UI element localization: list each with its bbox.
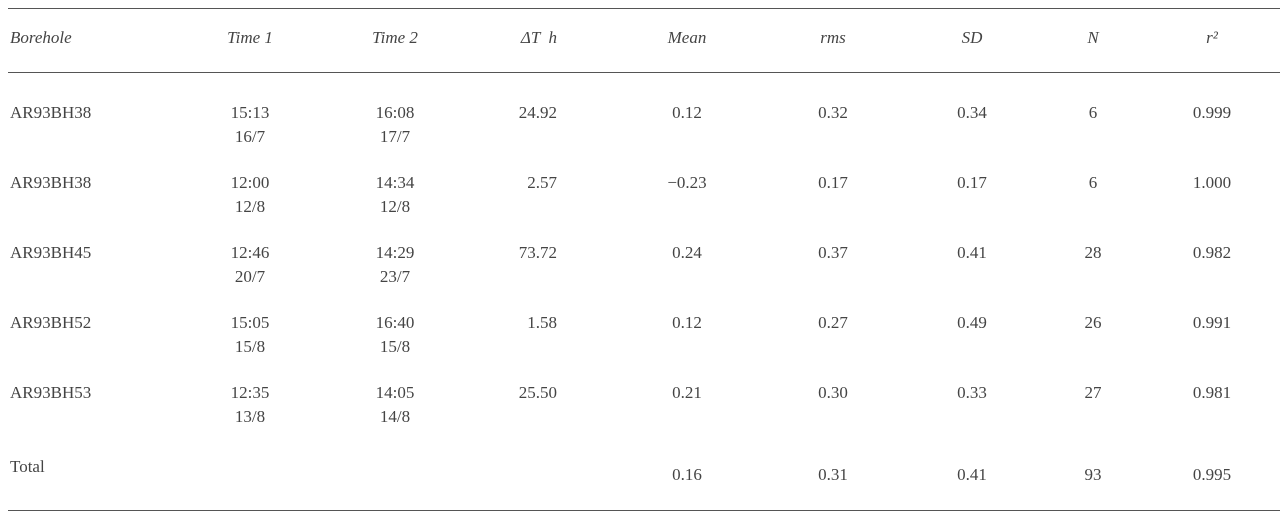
n-cell: 6 — [1088, 103, 1098, 122]
time-cell: 20/7 — [234, 267, 266, 286]
column-header: Borehole — [10, 28, 72, 47]
dt-cell: 24.92 — [518, 103, 557, 122]
sd-cell: 0.34 — [957, 103, 987, 122]
sd-cell: 0.33 — [957, 383, 987, 402]
dt-cell: 73.72 — [518, 243, 557, 262]
time-cell: 15:05 — [230, 313, 270, 332]
column-header: Time 2 — [372, 28, 418, 47]
r2-cell: 1.000 — [1192, 173, 1232, 192]
sd-cell: 0.49 — [957, 313, 987, 332]
dt-cell: 25.50 — [518, 383, 557, 402]
mean-cell: −0.23 — [667, 173, 707, 192]
borehole-cell: AR93BH38 — [10, 103, 92, 122]
borehole-cell: AR93BH53 — [10, 383, 92, 402]
total-n: 93 — [1084, 465, 1102, 484]
time-cell: 12/8 — [379, 197, 411, 216]
time-cell: 14:34 — [375, 173, 415, 192]
time-cell: 12:00 — [230, 173, 270, 192]
total-sd: 0.41 — [957, 465, 987, 484]
time-cell: 23/7 — [379, 267, 411, 286]
r2-cell: 0.982 — [1192, 243, 1232, 262]
top-rule — [8, 8, 1280, 9]
time-cell: 12/8 — [234, 197, 266, 216]
column-header: SD — [961, 28, 983, 47]
sd-cell: 0.41 — [957, 243, 987, 262]
time-cell: 13/8 — [234, 407, 266, 426]
borehole-cell: AR93BH52 — [10, 313, 92, 332]
sd-cell: 0.17 — [957, 173, 987, 192]
column-header: ΔT h — [520, 28, 557, 47]
rms-cell: 0.27 — [818, 313, 848, 332]
time-cell: 14:05 — [375, 383, 415, 402]
time-cell: 12:35 — [230, 383, 270, 402]
column-header: r² — [1206, 28, 1218, 47]
borehole-cell: AR93BH38 — [10, 173, 92, 192]
rms-cell: 0.32 — [818, 103, 848, 122]
dt-cell: 2.57 — [527, 173, 557, 192]
column-header: Mean — [667, 28, 707, 47]
column-header: rms — [820, 28, 846, 47]
n-cell: 27 — [1084, 383, 1102, 402]
total-mean: 0.16 — [672, 465, 702, 484]
rms-cell: 0.30 — [818, 383, 848, 402]
time-cell: 16:40 — [375, 313, 415, 332]
borehole-cell: AR93BH45 — [10, 243, 92, 262]
time-cell: 14:29 — [375, 243, 415, 262]
total-rms: 0.31 — [818, 465, 848, 484]
mean-cell: 0.12 — [672, 313, 702, 332]
column-header: N — [1087, 28, 1099, 47]
rms-cell: 0.17 — [818, 173, 848, 192]
time-cell: 15/8 — [234, 337, 266, 356]
r2-cell: 0.991 — [1192, 313, 1232, 332]
time-cell: 12:46 — [230, 243, 270, 262]
n-cell: 26 — [1084, 313, 1102, 332]
bottom-rule — [8, 510, 1280, 511]
n-cell: 28 — [1084, 243, 1102, 262]
dt-cell: 1.58 — [527, 313, 557, 332]
time-cell: 15:13 — [230, 103, 270, 122]
mean-cell: 0.12 — [672, 103, 702, 122]
time-cell: 14/8 — [379, 407, 411, 426]
time-cell: 16/7 — [234, 127, 266, 146]
header-rule — [8, 72, 1280, 73]
n-cell: 6 — [1088, 173, 1098, 192]
mean-cell: 0.21 — [672, 383, 702, 402]
time-cell: 15/8 — [379, 337, 411, 356]
column-header: Time 1 — [227, 28, 273, 47]
r2-cell: 0.999 — [1192, 103, 1232, 122]
time-cell: 16:08 — [375, 103, 415, 122]
total-label: Total — [10, 457, 45, 476]
r2-cell: 0.981 — [1192, 383, 1232, 402]
total-r2: 0.995 — [1192, 465, 1232, 484]
rms-cell: 0.37 — [818, 243, 848, 262]
time-cell: 17/7 — [379, 127, 411, 146]
mean-cell: 0.24 — [672, 243, 702, 262]
